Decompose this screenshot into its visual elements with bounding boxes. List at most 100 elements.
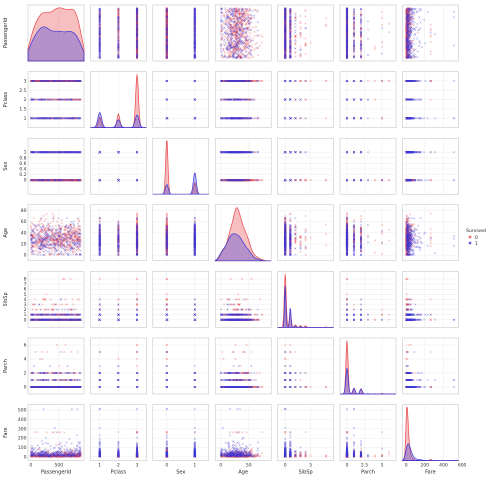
panel-Pclass-vs-Age xyxy=(214,71,272,128)
panel-frame xyxy=(402,404,459,461)
xtick-label-Pclass: 1 xyxy=(98,463,101,469)
scatter-points-survived-1 xyxy=(98,217,139,257)
xtick-label-SibSp: 5 xyxy=(309,463,312,469)
scatter-points-survived-1 xyxy=(284,350,307,389)
panel-frame xyxy=(214,137,272,195)
panel-Parch-vs-Age xyxy=(214,337,272,395)
panel-SibSp-vs-SibSp xyxy=(277,271,334,328)
ytick-label-Fare: 500 xyxy=(18,408,27,414)
xtick-label-Fare: 600 xyxy=(458,463,467,469)
xtick-label-PassengerId: 0 xyxy=(29,463,32,469)
legend-entries: 01 xyxy=(468,235,478,247)
ylabel-Sex: Sex xyxy=(3,162,9,171)
panel-Fare-vs-Pclass: 1 2 3 Pclass xyxy=(90,404,147,476)
xtick-label-PassengerId: 500 xyxy=(55,463,64,469)
panel-Parch-vs-PassengerId: 0 2 4 6 Parch xyxy=(3,337,85,395)
panel-frame xyxy=(402,137,459,195)
ytick-label-Pclass: 1 xyxy=(24,116,27,122)
scatter-points-survived-1 xyxy=(345,217,384,257)
panel-Age-vs-Pclass xyxy=(90,204,147,262)
ytick-label-Pclass: 1.5 xyxy=(19,106,26,112)
panel-SibSp-vs-Age xyxy=(214,271,272,328)
panel-Age-vs-Age xyxy=(214,204,272,262)
ytick-label-Age: 0 xyxy=(24,253,27,259)
scatter-points-survived-1 xyxy=(29,217,82,257)
scatter-points-survived-1 xyxy=(405,350,455,389)
panel-Parch-vs-SibSp xyxy=(277,337,334,395)
ytick-label-Pclass: 3 xyxy=(24,78,27,84)
ytick-label-Pclass: 2.5 xyxy=(19,88,26,94)
xtick-label-Fare: 200 xyxy=(421,463,430,469)
panel-Fare-vs-Parch: 0 2.5 5 Parch xyxy=(339,404,397,476)
ylabel-SibSp: SibSp xyxy=(3,292,9,306)
ytick-label-SibSp: 8 xyxy=(24,277,27,283)
ytick-label-Sex: 0.2 xyxy=(19,172,26,178)
panel-Pclass-vs-PassengerId: 1 1.5 2 2.5 3 Pclass xyxy=(3,71,85,128)
scatter-points-survived-1 xyxy=(284,217,307,257)
panel-frame xyxy=(152,4,210,62)
ytick-label-SibSp: 7 xyxy=(24,282,27,288)
panel-Pclass-vs-Fare xyxy=(402,71,459,128)
xlabel-Sex: Sex xyxy=(176,470,185,476)
panel-Pclass-vs-Pclass xyxy=(90,71,147,128)
kde-PassengerId-survived-1 xyxy=(27,26,85,62)
scatter-points-survived-1 xyxy=(405,217,455,257)
scatter-points-survived-1 xyxy=(29,350,82,389)
ylabel-Pclass: Pclass xyxy=(3,91,9,107)
scatter-points-survived-1 xyxy=(29,79,82,120)
legend-label-survived-1: 1 xyxy=(475,241,478,247)
panel-Sex-vs-PassengerId: 00.20.40.60.81 Sex xyxy=(3,137,85,195)
ytick-label-SibSp: 1 xyxy=(24,312,27,318)
ylabel-Age: Age xyxy=(3,228,9,238)
scatter-points-survived-1 xyxy=(405,7,455,60)
panel-frame xyxy=(152,337,210,395)
panel-frame xyxy=(339,137,397,195)
panel-frame xyxy=(27,137,85,195)
scatter-points-survived-1 xyxy=(29,408,82,458)
ytick-label-Parch: 0 xyxy=(24,385,27,391)
ytick-label-Parch: 6 xyxy=(24,343,27,349)
scatter-points-survived-1 xyxy=(29,298,82,321)
ytick-label-SibSp: 4 xyxy=(24,297,27,303)
ytick-label-SibSp: 0 xyxy=(24,317,27,323)
panel-frame xyxy=(277,4,334,62)
panel-Pclass-vs-Parch xyxy=(339,71,397,128)
legend-marker-survived-0 xyxy=(468,235,472,239)
xtick-label-Parch: 5 xyxy=(381,463,384,469)
scatter-points-survived-1 xyxy=(345,79,384,120)
xtick-label-Age: 50 xyxy=(246,463,252,469)
legend-label-survived-0: 0 xyxy=(475,235,478,241)
panel-Parch-vs-Fare xyxy=(402,337,459,395)
scatter-points-survived-1 xyxy=(98,408,139,458)
panel-frame xyxy=(402,337,459,395)
scatter-points-survived-1 xyxy=(219,7,259,60)
kde-Sex-survived-1 xyxy=(152,172,209,195)
ytick-label-Sex: 0 xyxy=(24,178,27,184)
scatter-points-survived-1 xyxy=(165,408,196,458)
ytick-label-Fare: 200 xyxy=(18,436,27,442)
panel-PassengerId-vs-Pclass xyxy=(90,4,147,62)
panel-frame xyxy=(152,137,210,195)
panel-Sex-vs-Parch xyxy=(339,137,397,195)
scatter-points-survived-1 xyxy=(284,408,307,458)
panel-Sex-vs-Pclass xyxy=(90,137,147,195)
xlabel-Fare: Fare xyxy=(425,470,436,476)
panel-Sex-vs-Age xyxy=(214,137,272,195)
scatter-points-survived-1 xyxy=(29,151,82,182)
scatter-points-survived-1 xyxy=(405,298,455,321)
panel-PassengerId-vs-Parch xyxy=(339,4,397,62)
ylabel-Parch: Parch xyxy=(3,359,9,373)
ytick-label-SibSp: 2 xyxy=(24,307,27,313)
xtick-label-Age: 0 xyxy=(219,463,222,469)
ytick-label-Age: 40 xyxy=(21,230,27,236)
panel-Parch-vs-Pclass xyxy=(90,337,147,395)
scatter-points-survived-1 xyxy=(165,350,196,389)
scatter-points-survived-1 xyxy=(345,151,384,182)
panel-Parch-vs-Parch xyxy=(339,337,397,395)
legend-title: Survived xyxy=(466,228,486,234)
xtick-label-Sex: 0 xyxy=(165,463,168,469)
xtick-label-Parch: 2.5 xyxy=(361,463,368,469)
panel-Pclass-vs-Sex xyxy=(152,71,210,128)
panel-Age-vs-Parch xyxy=(339,204,397,262)
xtick-label-Sex: 1 xyxy=(193,463,196,469)
